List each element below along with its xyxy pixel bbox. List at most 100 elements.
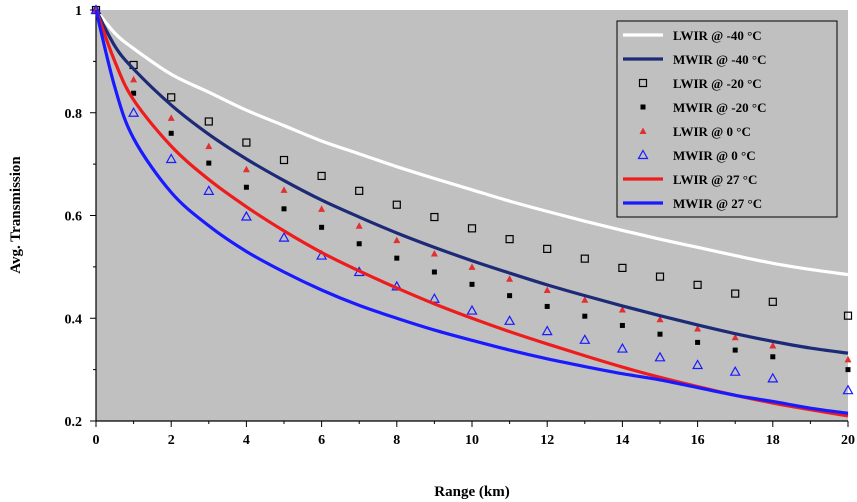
data-point	[319, 224, 325, 230]
data-point	[767, 372, 779, 383]
legend-label: LWIR @ 27 °C	[673, 172, 757, 187]
legend-entry: LWIR @ 27 °C	[623, 172, 757, 187]
legend-entry: MWIR @ 27 °C	[623, 196, 762, 211]
data-point	[128, 107, 140, 117]
data-point	[618, 306, 626, 313]
data-point	[694, 325, 702, 332]
data-point	[165, 153, 177, 164]
legend-entry: LWIR @ -20 °C	[638, 76, 762, 91]
data-point	[204, 117, 213, 126]
legend-label: LWIR @ -40 °C	[673, 28, 762, 43]
data-point	[732, 347, 738, 353]
data-point	[655, 272, 665, 281]
data-point	[394, 255, 400, 261]
legend-entry: MWIR @ -40 °C	[623, 52, 766, 67]
legend-label: LWIR @ -20 °C	[673, 76, 762, 91]
data-point	[769, 341, 777, 349]
x-axis-label: Range (km)	[434, 484, 509, 500]
legend-label: MWIR @ -20 °C	[673, 100, 766, 115]
x-tick-labels: 0 2 4 6 8 10 12 14 16 18 20	[93, 433, 856, 448]
data-point	[355, 222, 363, 229]
legend-entry: LWIR @ -40 °C	[623, 28, 762, 43]
series-0	[94, 8, 849, 277]
y-axis-label: Avg. Transmission	[8, 156, 24, 274]
data-point	[656, 315, 664, 323]
data-point	[582, 313, 588, 319]
y-tick-label: 0.4	[65, 312, 83, 327]
data-point	[240, 210, 252, 221]
y-tick-label: 1	[75, 4, 82, 19]
data-point	[130, 75, 138, 83]
data-point	[619, 322, 625, 328]
data-point	[543, 286, 551, 293]
series-line	[94, 8, 849, 277]
data-point	[393, 236, 401, 244]
data-point	[206, 160, 212, 166]
data-point	[731, 289, 740, 298]
x-tick-label: 6	[318, 433, 325, 448]
data-point	[469, 281, 475, 287]
data-point	[466, 304, 478, 315]
data-point	[279, 155, 289, 165]
x-tick-label: 10	[465, 433, 479, 448]
data-point	[768, 297, 777, 306]
x-tick-label: 4	[243, 433, 250, 448]
data-point	[430, 212, 439, 222]
legend-entry: MWIR @ -20 °C	[640, 100, 766, 115]
series-2	[91, 5, 853, 320]
legend-entry: MWIR @ 0 °C	[637, 148, 756, 163]
data-point	[844, 355, 852, 363]
data-point	[281, 206, 287, 212]
data-point	[580, 254, 589, 263]
data-point	[131, 90, 137, 96]
data-point	[168, 130, 174, 136]
data-point	[242, 138, 251, 147]
data-point	[692, 359, 704, 370]
x-tick-label: 12	[540, 433, 554, 448]
series-1	[94, 9, 849, 355]
legend-label: MWIR @ -40 °C	[673, 52, 766, 67]
data-point	[392, 200, 401, 209]
data-point	[505, 235, 514, 244]
data-point	[541, 325, 553, 336]
legend-label: MWIR @ 27 °C	[673, 196, 762, 211]
data-point	[318, 205, 326, 212]
series-7	[94, 9, 849, 415]
data-point	[504, 315, 516, 325]
data-point	[507, 293, 513, 299]
data-point	[467, 224, 477, 233]
y-tick-labels: 0.2 0.4 0.6 0.8 1	[65, 4, 83, 430]
legend-swatch	[640, 104, 646, 110]
data-point	[654, 351, 666, 362]
x-tick-label: 16	[691, 433, 705, 448]
data-point	[579, 334, 591, 344]
data-point	[431, 269, 437, 275]
y-tick-label: 0.6	[65, 210, 83, 225]
data-point	[731, 333, 739, 341]
x-tick-label: 18	[766, 433, 780, 448]
x-tick-label: 20	[841, 433, 855, 448]
legend-label: MWIR @ 0 °C	[673, 148, 756, 163]
y-tick-label: 0.2	[65, 415, 83, 430]
x-tick-label: 8	[393, 433, 400, 448]
data-point	[468, 263, 476, 270]
data-point	[506, 275, 514, 282]
legend: LWIR @ -40 °C MWIR @ -40 °C LWIR @ -20 °C M…	[616, 20, 838, 218]
data-point	[729, 365, 741, 376]
legend-entry: LWIR @ 0 °C	[639, 124, 751, 139]
legend-swatch	[638, 78, 648, 88]
legend-box	[616, 20, 838, 218]
x-tick-label: 0	[93, 433, 100, 448]
data-point	[243, 184, 249, 190]
data-point	[618, 263, 627, 273]
data-point	[278, 231, 290, 242]
data-point	[543, 244, 552, 253]
x-tick-label: 14	[615, 433, 629, 448]
data-point	[845, 367, 851, 373]
series-line	[94, 9, 849, 355]
data-point	[695, 339, 701, 345]
data-point	[242, 165, 250, 173]
data-point	[770, 354, 776, 360]
data-point	[657, 331, 663, 337]
series-line	[94, 9, 849, 415]
